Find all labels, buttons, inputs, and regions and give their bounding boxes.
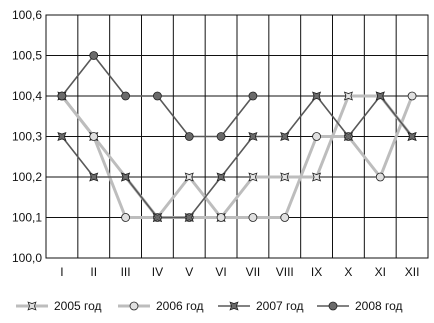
legend-marker [328,301,338,311]
data-point-series-3 [280,131,290,142]
data-point-series-1 [184,172,194,182]
legend-label: 2006 год [156,299,204,313]
y-tick-label: 100,0 [12,251,42,265]
series-line-2 [60,95,414,219]
y-tick-label: 100,2 [12,170,42,184]
data-point-series-3 [216,172,226,182]
series-line-3 [61,95,413,219]
data-point-series-3 [312,91,322,101]
data-point-series-4 [153,91,162,101]
data-point-series-2 [280,213,290,222]
y-tick-label: 100,3 [12,130,42,144]
data-point-series-4 [57,91,67,101]
y-tick-label: 100,4 [12,89,42,103]
x-tick-label: VII [246,265,261,279]
x-tick-label: II [90,265,97,279]
data-point-series-4 [248,91,258,101]
data-point-series-2 [312,132,321,141]
data-point-series-2 [375,172,385,182]
legend-marker [229,301,239,311]
legend-item: 2006 год [118,299,204,313]
data-point-series-4 [184,132,194,141]
x-tick-label: IV [152,265,163,279]
x-tick-label: XI [375,265,386,279]
legend-label: 2008 год [355,299,403,313]
y-tick-label: 100,1 [12,211,42,225]
data-point-series-3 [152,212,162,223]
data-point-series-2 [121,213,130,222]
data-point-series-2 [216,213,226,222]
x-tick-label: VIII [276,265,294,279]
data-point-series-1 [248,172,258,182]
data-point-series-3 [57,131,67,142]
data-point-series-3 [407,131,417,142]
y-tick-label: 100,6 [12,8,42,22]
legend-item: 2005 год [16,299,102,313]
data-point-series-2 [407,91,417,101]
legend-label: 2005 год [54,299,102,313]
x-tick-label: VI [215,265,226,279]
data-point-series-4 [216,132,226,141]
x-tick-label: IX [311,265,322,279]
data-point-series-3 [89,172,99,182]
data-point-series-2 [89,132,99,141]
chart-legend: 2005 год 2006 год 2007 год 2008 год [16,299,403,313]
data-point-series-1 [312,172,322,182]
data-point-series-3 [121,172,131,182]
x-tick-label: V [185,265,193,279]
x-tick-label: III [121,265,131,279]
legend-item: 2008 год [317,299,403,313]
data-point-series-3 [343,131,353,142]
x-tick-label: X [344,265,352,279]
data-point-series-3 [375,91,385,101]
data-point-series-1 [343,91,353,101]
data-point-series-3 [248,131,258,142]
data-point-series-4 [121,91,130,101]
x-tick-label: I [60,265,63,279]
data-point-series-4 [89,51,99,60]
legend-marker [129,301,139,311]
data-point-series-3 [184,212,194,223]
x-axis-ticks: I II III IV V VI VII VIII IX X XI XII [60,265,419,279]
chart-grid [45,14,429,259]
series-line-1 [60,94,414,219]
legend-label: 2007 год [256,299,304,313]
data-point-series-1 [280,172,290,182]
series-markers [57,51,417,223]
x-tick-label: XII [405,265,420,279]
legend-marker [27,301,37,311]
legend-item: 2007 год [218,299,304,313]
data-point-series-2 [248,213,258,222]
y-axis-ticks: 100,0 100,1 100,2 100,3 100,4 100,5 100,6 [12,8,42,265]
y-tick-label: 100,5 [12,49,42,63]
